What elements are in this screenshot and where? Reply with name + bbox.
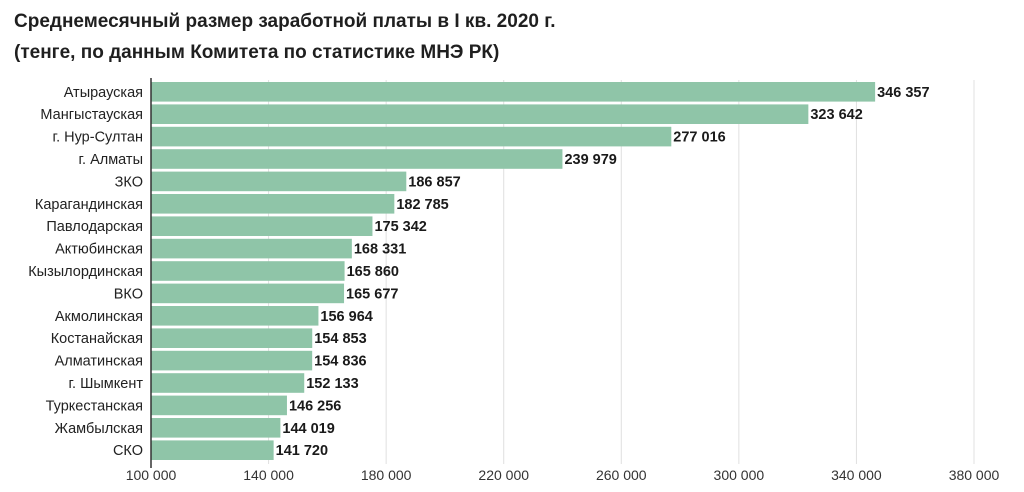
bar-value-label: 146 256 (289, 398, 341, 414)
x-tick-label: 300 000 (714, 467, 765, 483)
category-label: Кызылординская (28, 264, 143, 280)
x-tick-label: 100 000 (126, 467, 177, 483)
bar (151, 149, 563, 169)
bar-value-label: 175 342 (374, 219, 426, 235)
x-axis-ticks: 100 000 140 000 180 000 220 000 260 000 300 0… (126, 467, 1000, 483)
bar (151, 194, 395, 214)
bar-value-label: 346 357 (877, 85, 929, 101)
category-label: Алматинская (55, 354, 143, 370)
x-tick-label: 180 000 (361, 467, 412, 483)
bar-value-label: 277 016 (673, 130, 725, 146)
bar (151, 440, 274, 460)
bar (151, 373, 305, 393)
bar-value-label: 144 019 (282, 421, 334, 437)
bar (151, 82, 876, 102)
bar (151, 283, 345, 304)
category-label: Атырауская (64, 85, 143, 101)
category-label: г. Алматы (79, 152, 144, 168)
x-tick-label: 220 000 (478, 467, 529, 483)
bar-value-label: 168 331 (354, 242, 406, 258)
category-label: Костанайская (51, 331, 143, 347)
bars (151, 82, 876, 460)
bar-value-label: 141 720 (276, 443, 328, 459)
bar (151, 328, 313, 348)
category-label: Мангыстауская (40, 107, 143, 123)
category-label: Жамбылская (55, 421, 143, 437)
category-label: Акмолинская (55, 309, 143, 325)
bar (151, 126, 672, 147)
chart-title-block: Среднемесячный размер заработной платы в… (14, 6, 1014, 68)
bar-value-label: 323 642 (810, 107, 862, 123)
bar-value-label: 165 860 (347, 264, 399, 280)
bar (151, 350, 313, 371)
bar (151, 216, 373, 236)
bar-value-label: 154 853 (314, 331, 366, 347)
chart-title: Среднемесячный размер заработной платы в… (14, 11, 556, 32)
bar-value-label: 182 785 (396, 197, 448, 213)
chart-subtitle: (тенге, по данным Комитета по статистике… (14, 42, 500, 63)
value-labels: 346 357 323 642 277 016 239 979 186 857 182 7… (276, 85, 930, 459)
bar (151, 238, 352, 259)
bar (151, 104, 809, 124)
x-tick-label: 340 000 (831, 467, 882, 483)
category-label: ЗКО (115, 174, 143, 190)
bar (151, 171, 407, 192)
category-label: г. Шымкент (69, 376, 144, 392)
bar-value-label: 156 964 (320, 309, 372, 325)
category-label: Павлодарская (46, 219, 143, 235)
bar-value-label: 154 836 (314, 354, 366, 370)
x-tick-label: 380 000 (949, 467, 1000, 483)
bar (151, 306, 319, 326)
bar (151, 395, 287, 416)
category-label: Туркестанская (46, 398, 143, 414)
bar-value-label: 186 857 (408, 174, 460, 190)
bar-value-label: 165 677 (346, 286, 398, 302)
bar-value-label: 239 979 (564, 152, 616, 168)
category-label: Карагандинская (35, 197, 143, 213)
x-tick-label: 260 000 (596, 467, 647, 483)
x-tick-label: 140 000 (243, 467, 294, 483)
bar (151, 418, 281, 438)
category-labels: Атырауская Мангыстауская г. Нур-Султан г. А… (28, 85, 143, 459)
category-label: ВКО (114, 286, 143, 302)
category-label: СКО (113, 443, 143, 459)
category-label: г. Нур-Султан (53, 130, 143, 146)
bar-value-label: 152 133 (306, 376, 358, 392)
category-label: Актюбинская (55, 242, 143, 258)
bar (151, 261, 345, 281)
